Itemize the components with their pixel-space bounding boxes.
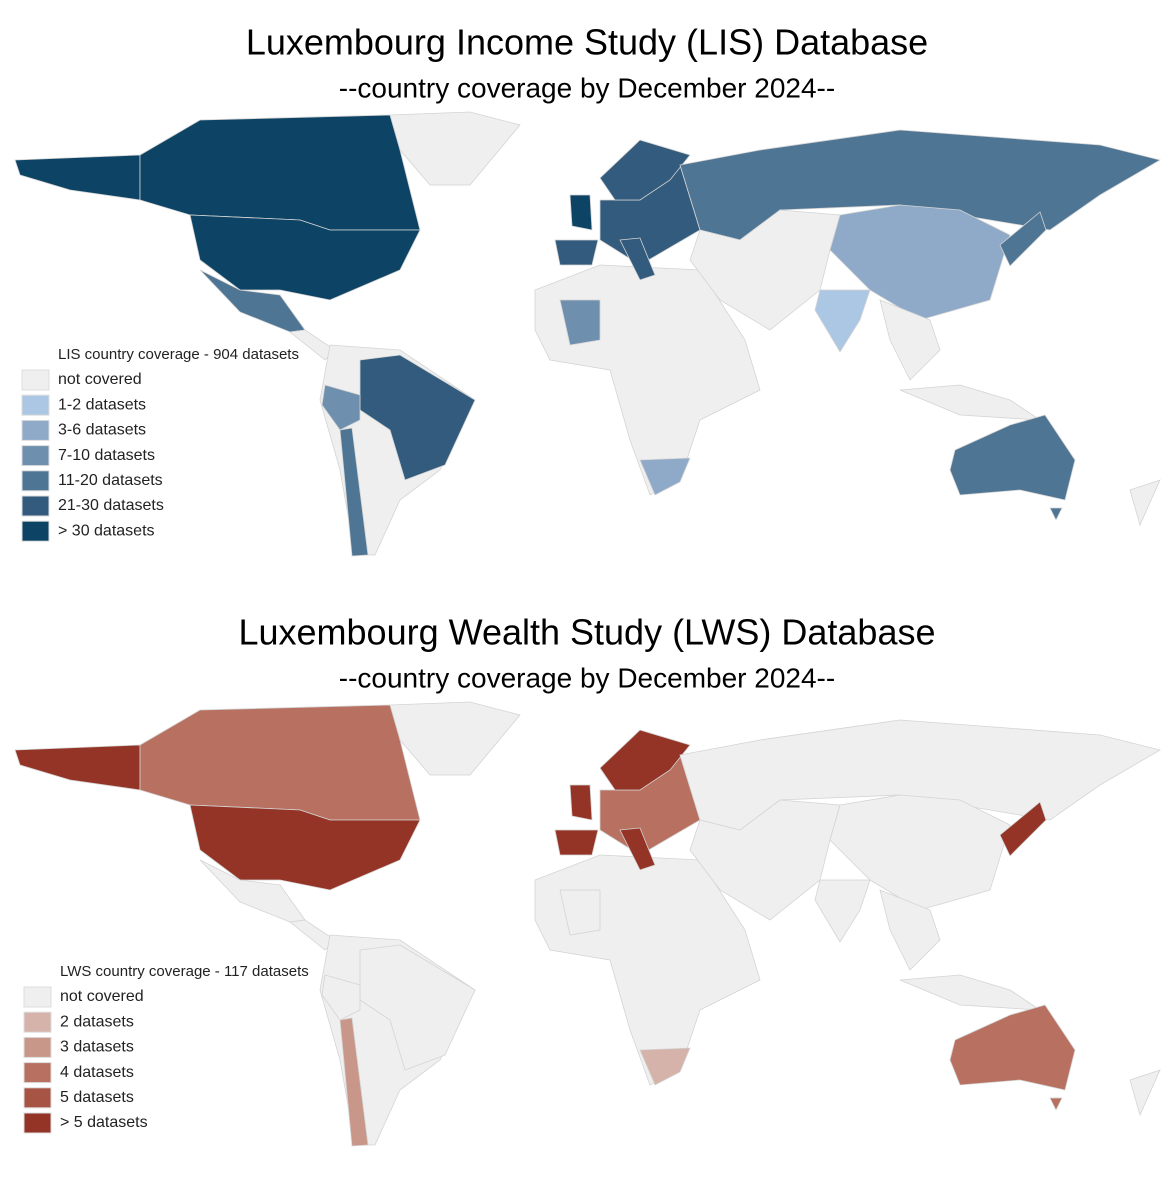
country [139,114,421,231]
country [639,1047,691,1086]
country [569,784,593,821]
legend-label: 4 datasets [60,1064,134,1081]
country [949,414,1076,501]
country [999,801,1047,857]
legend-label: 3 datasets [60,1039,134,1056]
country [999,211,1047,267]
map-subtitle: --country coverage by December 2024-- [339,72,835,103]
country [14,744,141,791]
country [14,154,141,201]
legend-swatch [23,1087,52,1109]
country [559,299,601,346]
country [359,944,476,1071]
country [321,974,361,1021]
country [339,427,369,557]
country [1049,1097,1063,1111]
map-area [14,701,1162,1147]
map: Luxembourg Wealth Study (LWS) Database --… [14,612,1162,1147]
legend-swatch [21,394,50,416]
legend-label: > 5 datasets [60,1114,148,1131]
legend-swatch [23,1112,52,1134]
country [389,111,521,186]
country [389,701,521,776]
map-title: Luxembourg Wealth Study (LWS) Database [238,612,935,653]
country [339,1017,369,1147]
legend-swatch [21,495,50,517]
country [689,209,841,331]
legend-label: 3-6 datasets [58,422,146,439]
legend-label: 5 datasets [60,1089,134,1106]
country [321,384,361,431]
country [359,354,476,481]
map-area [14,111,1162,557]
legend: LIS country coverage - 904 datasets not c… [21,346,299,542]
legend-swatch [21,445,50,467]
country [689,799,841,921]
country [599,139,691,201]
country [1129,479,1161,527]
country [829,204,1011,321]
country [189,804,421,891]
legend: LWS country coverage - 117 datasets not c… [23,963,309,1134]
country [1129,1069,1161,1117]
legend-label: 11-20 datasets [58,472,163,489]
legend-swatch [23,1036,52,1058]
country [829,794,1011,911]
legend-label: > 30 datasets [58,522,155,539]
country [639,457,691,496]
country [879,889,941,971]
country [899,974,1042,1011]
legend-swatch [23,986,52,1008]
legend-label: 21-30 datasets [58,497,164,514]
country [814,879,871,943]
country [554,829,599,856]
legend-swatch [23,1062,52,1084]
legend-label: 7-10 datasets [58,447,155,464]
country [619,827,656,871]
legend-title: LIS country coverage - 904 datasets [58,346,299,363]
legend-swatch [21,419,50,441]
legend-swatch [21,369,50,391]
legend-label: not covered [58,371,142,388]
legend-label: not covered [60,988,144,1005]
legend-swatch [21,470,50,492]
country [554,239,599,266]
country [599,729,691,791]
map-title: Luxembourg Income Study (LIS) Database [246,22,928,63]
legend-swatch [21,520,50,542]
country [814,289,871,353]
country [139,704,421,821]
map-subtitle: --country coverage by December 2024-- [339,662,835,693]
country [569,194,593,231]
country [559,889,601,936]
country [619,237,656,281]
country [949,1004,1076,1091]
legend-label: 2 datasets [60,1013,134,1030]
legend-title: LWS country coverage - 117 datasets [60,963,309,980]
country [1049,507,1063,521]
country [189,214,421,301]
country [879,299,941,381]
map: Luxembourg Income Study (LIS) Database --… [14,22,1162,557]
legend-swatch [23,1011,52,1033]
country [899,384,1042,421]
legend-label: 1-2 datasets [58,396,146,413]
